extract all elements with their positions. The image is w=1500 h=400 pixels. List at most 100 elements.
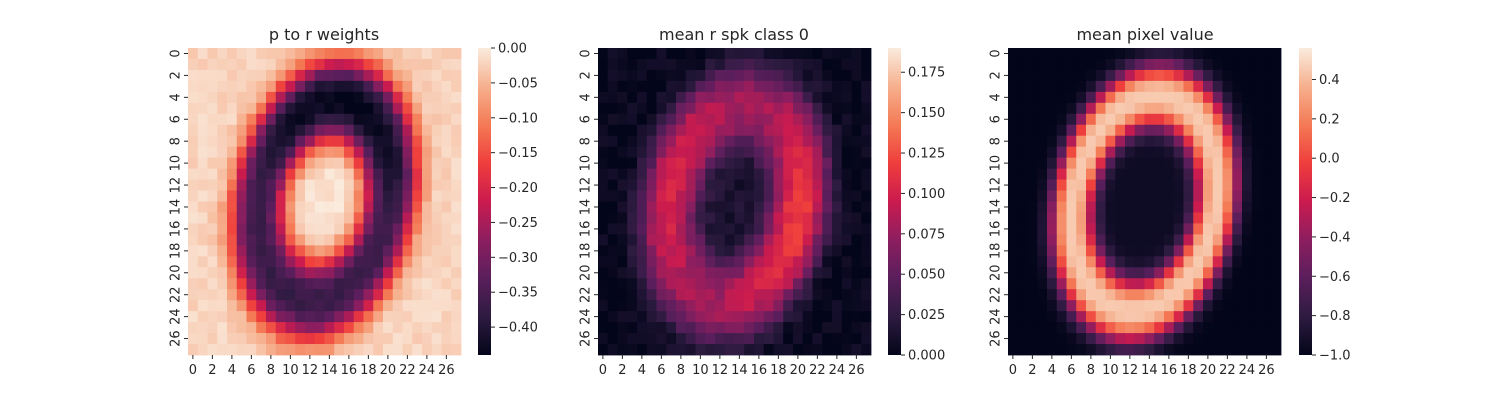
heatmap-cell (1242, 48, 1253, 60)
heatmap-cell (275, 58, 286, 71)
heatmap-cell (1271, 58, 1282, 71)
heatmap-cell (236, 91, 247, 104)
heatmap-cell (773, 48, 784, 60)
heatmap-cell (685, 234, 696, 246)
x-tick-label: 8 (677, 363, 685, 378)
heatmap-cell (1047, 135, 1058, 148)
heatmap-cell (822, 91, 833, 104)
heatmap-cell (285, 91, 296, 104)
heatmap-cell (305, 146, 316, 159)
heatmap-cell (451, 179, 462, 191)
heatmap-cell (1222, 113, 1233, 126)
heatmap-cell (1173, 201, 1184, 213)
heatmap-cell (334, 91, 345, 104)
heatmap-cell (1222, 278, 1233, 290)
heatmap-cell (392, 223, 403, 235)
heatmap-cell (1134, 135, 1145, 148)
heatmap-cell (451, 245, 462, 257)
heatmap-cell (1222, 102, 1233, 115)
heatmap-cell (802, 212, 813, 224)
heatmap-cell (1105, 102, 1116, 115)
heatmap-cell (832, 256, 843, 268)
heatmap-cell (236, 223, 247, 235)
heatmap-cell (607, 146, 618, 159)
heatmap-cell (1242, 179, 1253, 191)
heatmap-cell (685, 102, 696, 115)
heatmap-cell (392, 124, 403, 137)
heatmap-cell (266, 245, 277, 257)
heatmap-cell (422, 267, 433, 279)
heatmap-cell (295, 267, 306, 279)
heatmap-cell (715, 223, 726, 235)
heatmap-cell (285, 69, 296, 82)
heatmap-cell (1183, 344, 1194, 356)
heatmap-cell (861, 102, 872, 115)
heatmap-cell (1164, 267, 1175, 279)
heatmap-cell (627, 102, 638, 115)
heatmap-cell (1134, 289, 1145, 301)
heatmap-cell (627, 190, 638, 202)
heatmap-cell (1154, 289, 1165, 301)
heatmap-cell (344, 234, 355, 246)
heatmap-cell (1164, 179, 1175, 191)
x-tick-label: 10 (1102, 363, 1119, 378)
x-tick-label: 26 (848, 363, 865, 378)
heatmap-cell (1008, 333, 1019, 345)
heatmap-cell (1095, 190, 1106, 202)
heatmap-cell (1251, 102, 1262, 115)
heatmap-cell (188, 289, 199, 301)
heatmap-cell (412, 69, 423, 82)
heatmap-cell (266, 201, 277, 213)
heatmap-cell (851, 113, 862, 126)
heatmap-cell (617, 48, 628, 60)
heatmap-cell (773, 212, 784, 224)
heatmap-cell (1193, 190, 1204, 202)
heatmap-cell (324, 344, 335, 356)
heatmap-cell (256, 135, 267, 148)
heatmap-cell (1212, 48, 1223, 60)
heatmap-cell (851, 289, 862, 301)
heatmap-cell (617, 91, 628, 104)
heatmap-cell (773, 113, 784, 126)
heatmap-cell (695, 58, 706, 71)
heatmap-panel-p-to-r-weights: p to r weights 0 2 4 6 8 10 12 14 16 18 20 22 24 26 0… (169, 25, 538, 378)
heatmap-cell (627, 322, 638, 334)
heatmap-cell (646, 234, 657, 246)
heatmap-cell (266, 168, 277, 180)
heatmap-cell (256, 190, 267, 202)
heatmap-cell (431, 157, 442, 169)
heatmap-cell (1076, 300, 1087, 312)
heatmap-cell (1008, 212, 1019, 224)
heatmap-cell (256, 179, 267, 191)
heatmap-cell (451, 48, 462, 60)
heatmap-cell (1173, 102, 1184, 115)
heatmap-cell (1203, 168, 1214, 180)
heatmap-cell (1086, 267, 1097, 279)
colorbar (1299, 48, 1312, 355)
heatmap-cell (324, 58, 335, 71)
heatmap-cell (1251, 322, 1262, 334)
heatmap-cell (598, 311, 609, 323)
heatmap-cell (695, 69, 706, 82)
heatmap-cell (841, 234, 852, 246)
heatmap-cell (217, 124, 228, 137)
heatmap-cell (431, 80, 442, 93)
heatmap-cell (841, 311, 852, 323)
heatmap-cell (1193, 300, 1204, 312)
heatmap-cell (392, 212, 403, 224)
heatmap-cell (1261, 278, 1272, 290)
heatmap-cell (676, 58, 687, 71)
heatmap-cell (256, 201, 267, 213)
heatmap-cell (266, 256, 277, 268)
heatmap-cell (793, 135, 804, 148)
heatmap-cell (1232, 223, 1243, 235)
heatmap-cell (861, 157, 872, 169)
heatmap-cell (383, 91, 394, 104)
heatmap-cell (1115, 267, 1126, 279)
heatmap-cell (422, 212, 433, 224)
heatmap-cell (1271, 80, 1282, 93)
heatmap-cell (1261, 135, 1272, 148)
heatmap-cell (383, 48, 394, 60)
heatmap-cell (627, 168, 638, 180)
